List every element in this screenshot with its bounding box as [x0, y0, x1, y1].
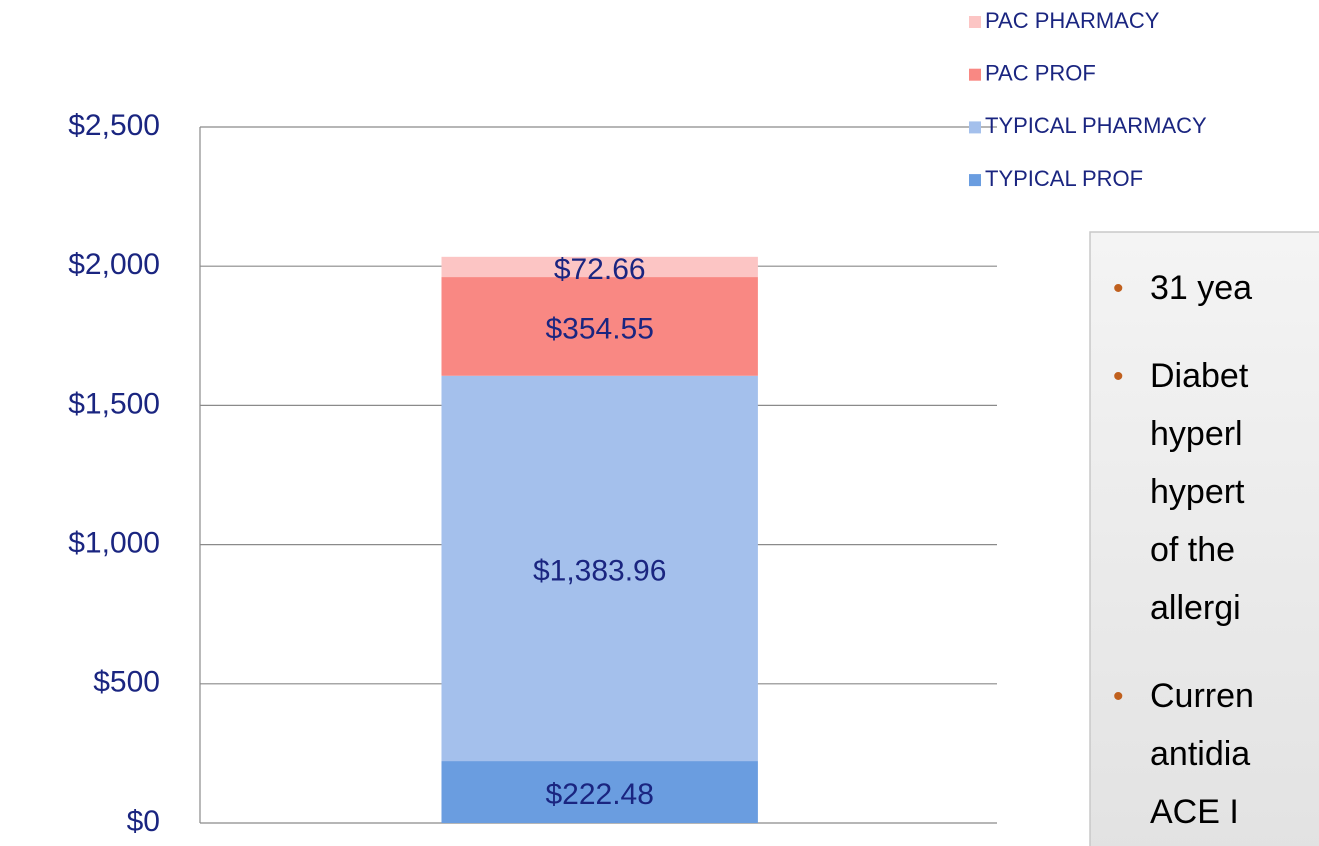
y-tick-label: $0	[127, 805, 160, 838]
data-label: $72.66	[554, 253, 646, 286]
legend-swatch	[969, 121, 981, 134]
legend-label: TYPICAL PHARMACY	[985, 113, 1207, 138]
bullet-text: hyperl	[1150, 415, 1243, 453]
bullet-text: Diabet	[1150, 357, 1249, 395]
legend-swatch	[969, 16, 981, 28]
y-tick-label: $2,500	[68, 109, 160, 142]
legend-swatch	[969, 174, 981, 187]
bullet: •	[1113, 360, 1124, 393]
bullet-text: allergi	[1150, 589, 1241, 627]
legend-swatch	[969, 68, 981, 81]
bullet: •	[1113, 680, 1124, 713]
data-label: $1,383.96	[533, 554, 666, 587]
legend-label: TYPICAL PROF	[985, 166, 1143, 191]
bullet: •	[1113, 272, 1124, 305]
data-label: $222.48	[545, 778, 653, 811]
bar-segment	[441, 761, 758, 823]
data-label: $354.55	[545, 312, 653, 345]
bar-segment	[441, 375, 758, 762]
y-tick-label: $2,000	[68, 248, 160, 281]
legend-label: PAC PROF	[985, 61, 1096, 86]
text-box	[1089, 231, 1319, 846]
bullet-text: of the	[1150, 531, 1235, 569]
legend-label: PAC PHARMACY	[985, 8, 1160, 33]
bullet-text: antidia	[1150, 735, 1250, 773]
y-tick-label: $1,500	[68, 387, 160, 420]
y-tick-label: $500	[93, 666, 160, 699]
bullet-text: hypert	[1150, 473, 1245, 511]
bullet-text: ACE I	[1150, 793, 1239, 831]
y-tick-label: $1,000	[68, 527, 160, 560]
bullet-text: 31 yea	[1150, 269, 1252, 307]
bar-segment	[441, 277, 758, 376]
bar-segment	[441, 256, 758, 278]
bullet-text: Curren	[1150, 677, 1254, 715]
